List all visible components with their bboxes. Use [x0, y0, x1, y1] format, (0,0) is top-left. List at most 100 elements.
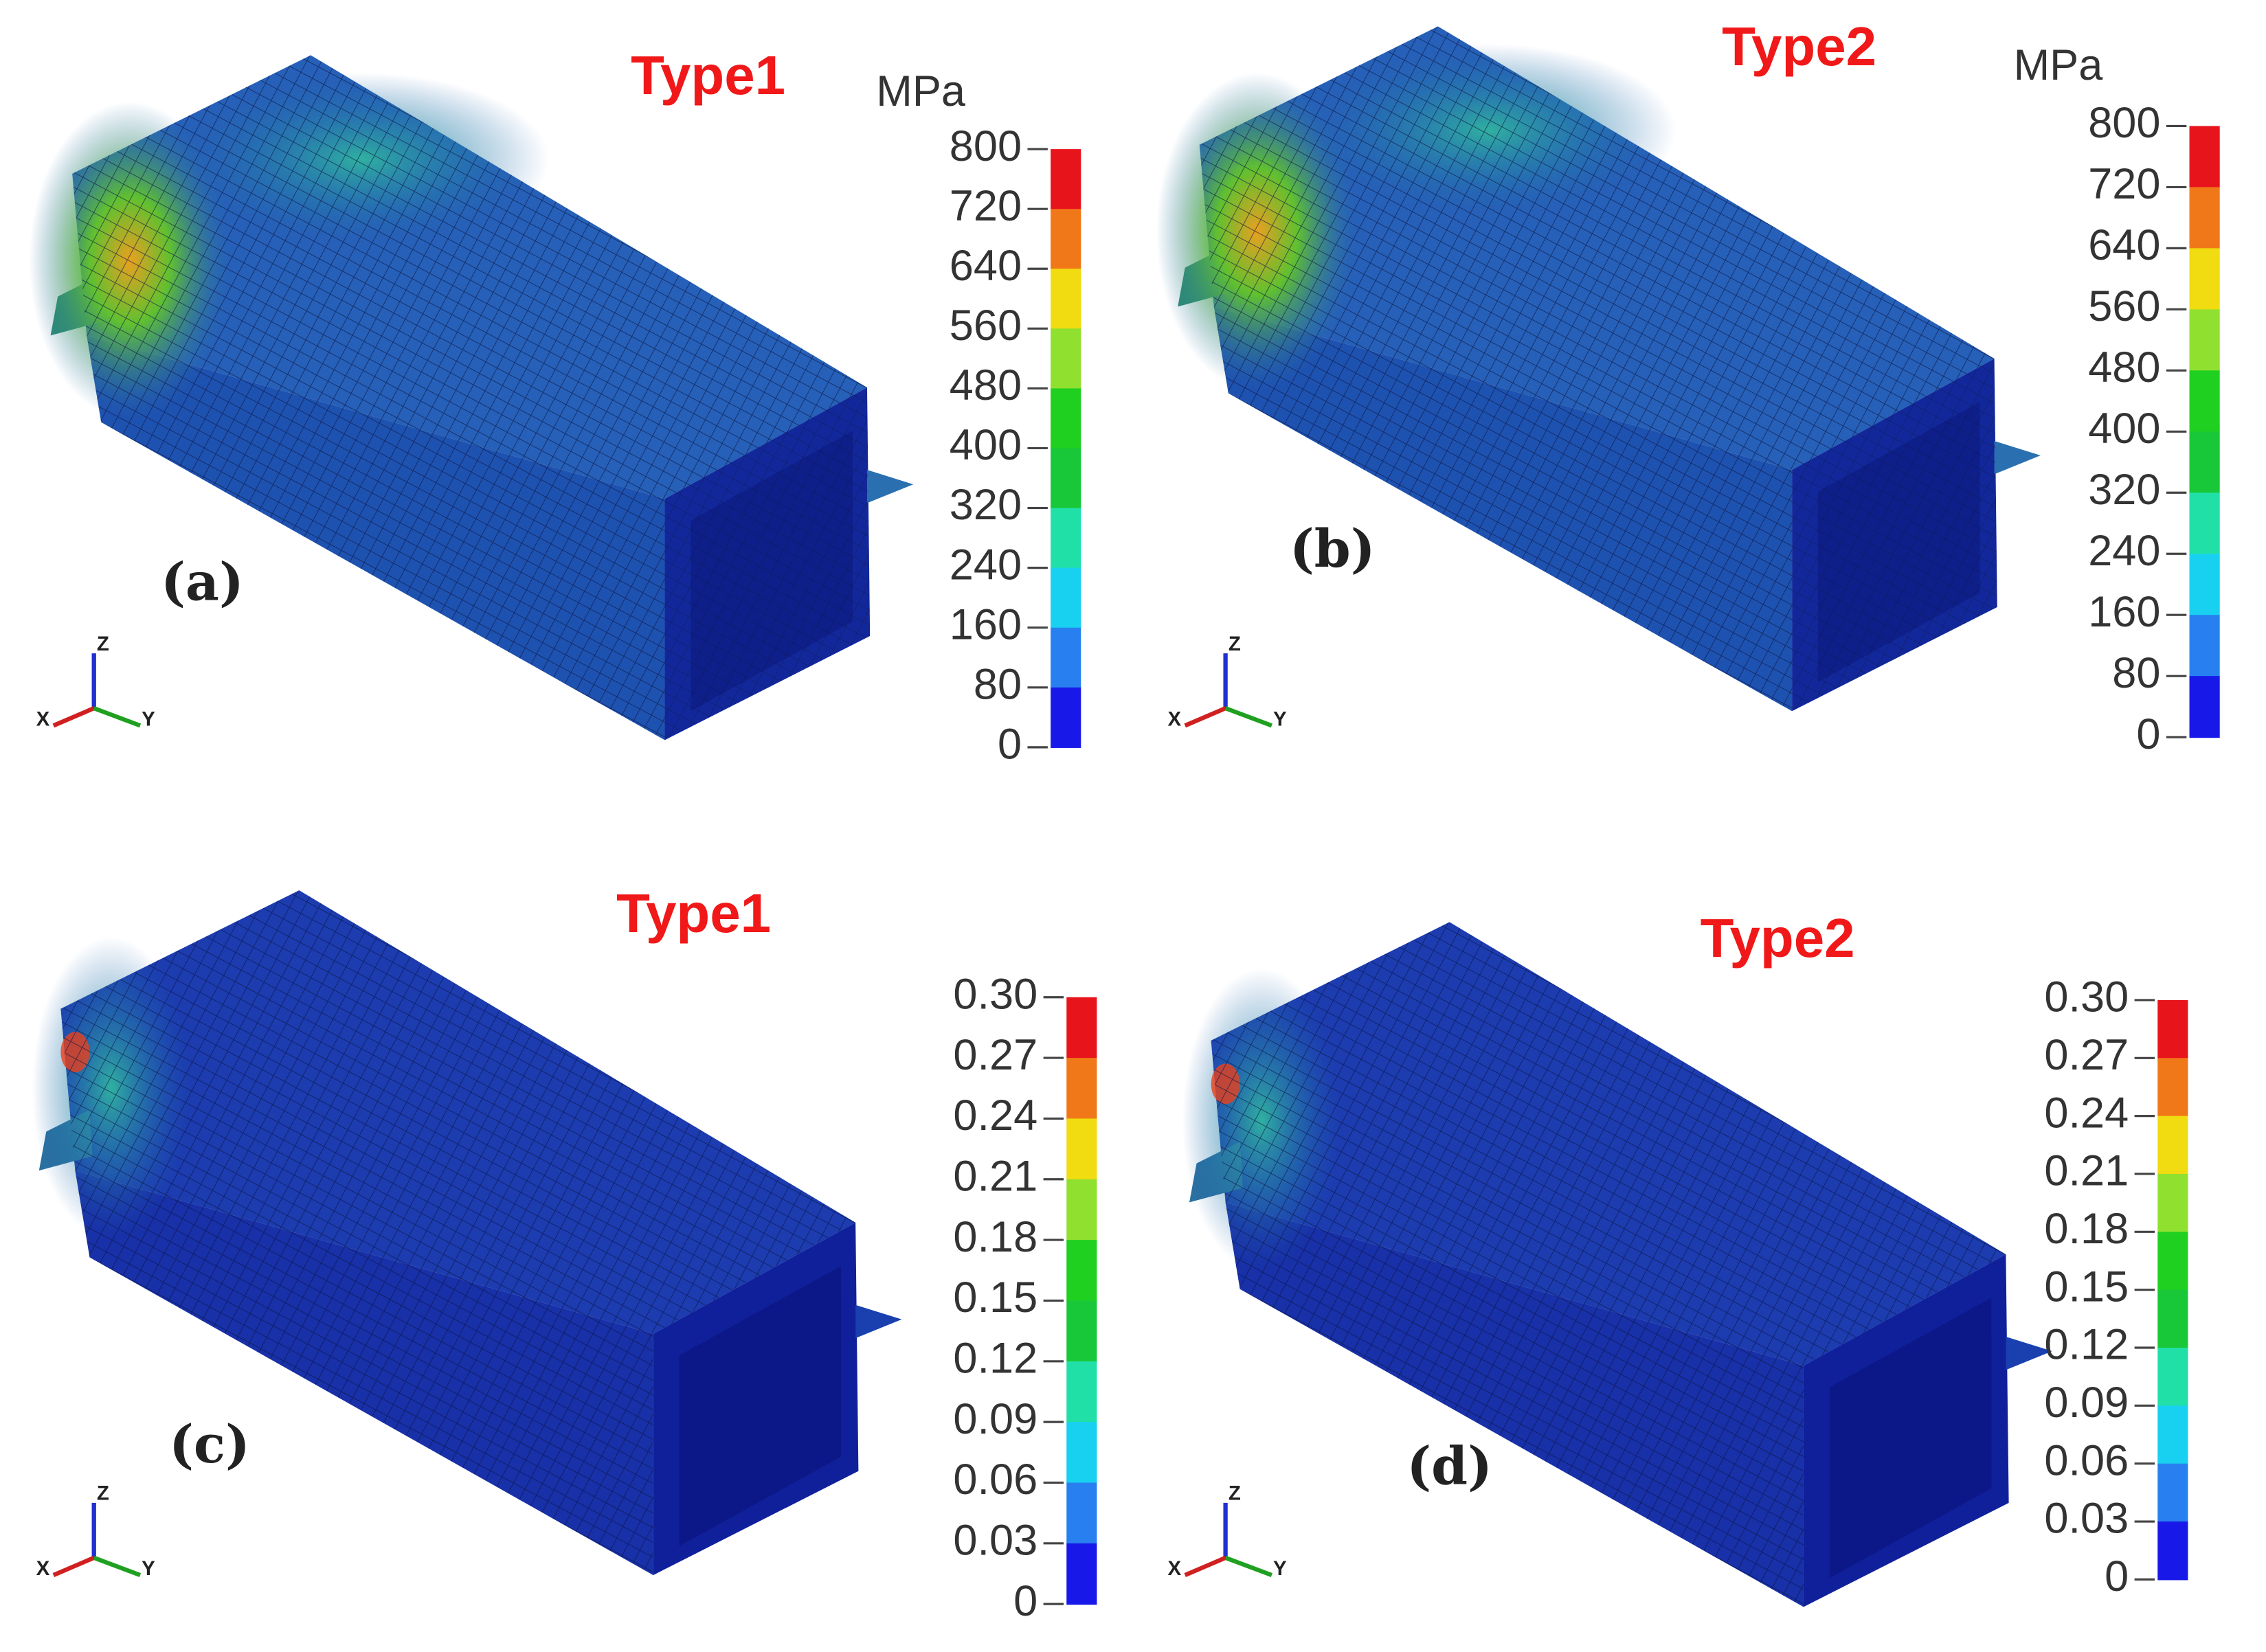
colorbar-label: 640	[950, 242, 1022, 290]
unit-label: MPa	[876, 67, 966, 115]
colorbar-band	[2189, 676, 2220, 738]
colorbar-label: 0.30	[2044, 973, 2129, 1021]
colorbar-band	[1051, 687, 1081, 748]
colorbar-label: 0	[998, 721, 1022, 769]
colorbar-label: 80	[2112, 649, 2160, 697]
colorbar-band	[2157, 999, 2188, 1059]
colorbar-label: 0.24	[2044, 1089, 2129, 1137]
panel-label: (a)	[161, 551, 244, 612]
colorbar-band	[1051, 627, 1081, 688]
colorbar-label: 0.03	[2044, 1495, 2129, 1543]
axis-x	[1184, 1555, 1226, 1577]
axis-z-label: Z	[1229, 1482, 1241, 1505]
colorbar-band	[2189, 126, 2220, 188]
colorbar-band	[1066, 1179, 1097, 1241]
colorbar-band	[1066, 1543, 1097, 1605]
colorbar-label: 80	[974, 660, 1022, 708]
colorbar-band	[2157, 1463, 2188, 1523]
colorbar-band	[1051, 508, 1081, 569]
colorbar-band	[1066, 1058, 1097, 1120]
colorbar-label: 0	[1013, 1577, 1037, 1625]
colorbar-label: 0	[2136, 710, 2160, 758]
colorbar-label: 0.18	[2044, 1205, 2129, 1253]
panel-title: Type1	[631, 45, 785, 106]
colorbar-band	[2157, 1405, 2188, 1464]
colorbar-label: 0.30	[953, 970, 1037, 1018]
axis-y-label: Y	[142, 708, 155, 730]
colorbar-label: 0.09	[953, 1395, 1037, 1443]
colorbar-band	[1066, 1300, 1097, 1362]
panel-title: Type2	[1722, 16, 1876, 77]
colorbar-label: 240	[950, 541, 1022, 589]
colorbar-label: 0.06	[2044, 1436, 2129, 1484]
colorbar-band	[1051, 448, 1081, 509]
axis-x-label: X	[36, 708, 50, 730]
panel-label: (d)	[1406, 1436, 1492, 1497]
colorbar-band	[1066, 1361, 1097, 1423]
panel-label: (c)	[169, 1414, 250, 1475]
colorbar-label: 320	[2088, 466, 2160, 514]
colorbar-band	[2157, 1116, 2188, 1175]
colorbar-label: 560	[2088, 282, 2160, 330]
colorbar-band	[2157, 1058, 2188, 1117]
colorbar-band	[1066, 1422, 1097, 1484]
axis-y	[1224, 706, 1273, 728]
colorbar-label: 160	[2088, 588, 2160, 636]
axis-y-label: Y	[1273, 1557, 1287, 1580]
colorbar-label: 0.15	[953, 1274, 1037, 1322]
axis-y-label: Y	[1273, 708, 1287, 730]
colorbar-label: 0.06	[953, 1456, 1037, 1504]
axis-y	[1224, 1555, 1273, 1578]
colorbar-label: 0.27	[2044, 1031, 2129, 1079]
colorbar-band	[2157, 1521, 2188, 1581]
colorbar-label: 0.24	[953, 1091, 1037, 1140]
colorbar-label: 0.27	[953, 1031, 1037, 1079]
colorbar-band	[2189, 187, 2220, 249]
colorbar-band	[1051, 149, 1081, 210]
colorbar-label: 0.15	[2044, 1263, 2129, 1311]
colorbar-label: 0.21	[953, 1152, 1037, 1200]
colorbar-band	[2157, 1289, 2188, 1349]
colorbar-label: 0.03	[953, 1516, 1037, 1564]
colorbar-band	[1066, 1118, 1097, 1180]
colorbar-label: 0.18	[953, 1213, 1037, 1261]
colorbar-band	[2189, 554, 2220, 616]
panel-title: Type2	[1701, 907, 1855, 969]
axis-y	[93, 1555, 142, 1578]
colorbar-band	[2157, 1232, 2188, 1291]
colorbar-band	[1051, 388, 1081, 449]
panel-title: Type1	[616, 883, 771, 944]
colorbar-band	[2189, 493, 2220, 555]
colorbar-band	[1051, 269, 1081, 330]
colorbar-band	[2189, 309, 2220, 372]
colorbar-band	[1066, 997, 1097, 1059]
colorbar-label: 0.21	[2044, 1147, 2129, 1195]
axis-z-label: Z	[97, 633, 109, 655]
colorbar-label: 0	[2105, 1552, 2129, 1600]
axis-x	[52, 706, 95, 728]
colorbar-label: 800	[2088, 99, 2160, 147]
axis-x-label: X	[1167, 708, 1181, 730]
colorbar-label: 0.12	[2044, 1321, 2129, 1369]
axis-x	[52, 1555, 95, 1577]
panel-label: (b)	[1290, 518, 1376, 579]
colorbar-label: 160	[950, 600, 1022, 648]
colorbar-label: 0.12	[953, 1334, 1037, 1382]
axis-z-label: Z	[1229, 633, 1241, 655]
colorbar-label: 400	[950, 421, 1022, 469]
colorbar-band	[1051, 567, 1081, 629]
colorbar-band	[2189, 370, 2220, 433]
colorbar-label: 480	[950, 361, 1022, 409]
unit-label: MPa	[2014, 41, 2104, 89]
colorbar-band	[2189, 615, 2220, 677]
colorbar-label: 720	[950, 182, 1022, 230]
colorbar-label: 400	[2088, 405, 2160, 453]
colorbar-band	[2157, 1348, 2188, 1407]
colorbar-band	[2189, 248, 2220, 310]
colorbar-label: 480	[2088, 343, 2160, 392]
colorbar-label: 720	[2088, 160, 2160, 208]
colorbar-label: 800	[950, 122, 1022, 170]
colorbar-band	[1051, 209, 1081, 270]
